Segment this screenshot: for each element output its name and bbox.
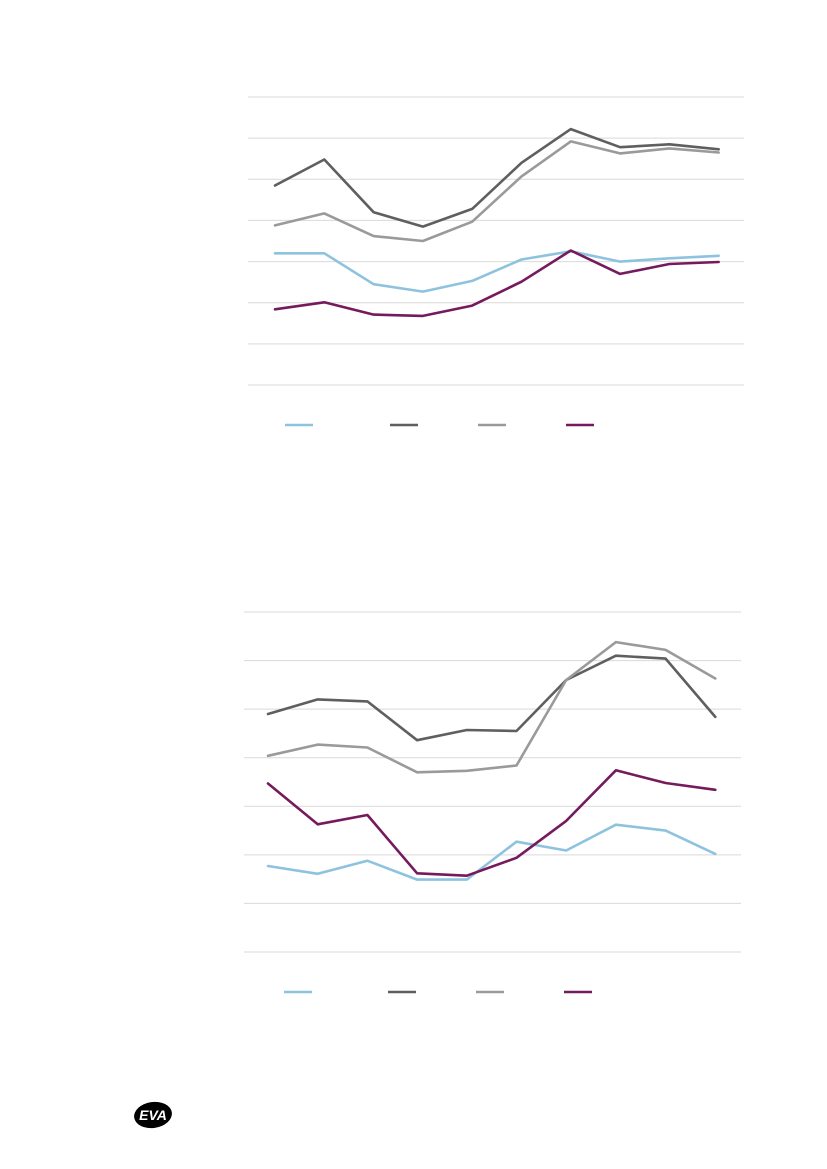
series-line-3 [273,140,721,243]
series-line-4 [273,249,721,318]
series-line-2 [273,127,721,228]
line-chart-1 [0,70,827,460]
eva-logo: EVA [132,1100,174,1130]
series-line-2 [266,654,717,742]
svg-text:EVA: EVA [139,1107,167,1123]
series-line-4 [266,769,717,878]
line-chart-2 [0,585,827,1015]
chart-2-svg [244,611,741,994]
series-line-1 [273,250,721,293]
chart-1-svg [248,96,744,427]
series-line-1 [266,823,717,881]
series-line-3 [266,640,717,774]
